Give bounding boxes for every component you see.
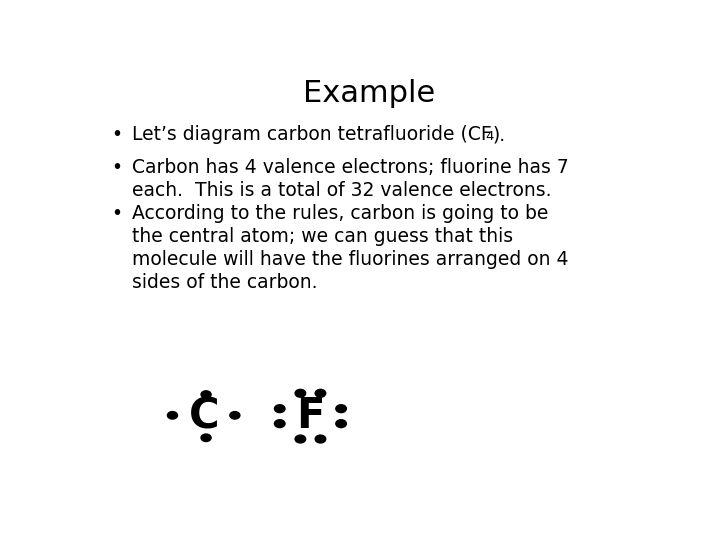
Text: C: C — [189, 395, 220, 437]
Circle shape — [295, 389, 305, 397]
Text: •: • — [111, 204, 122, 223]
Text: Let’s diagram carbon tetrafluoride (CF: Let’s diagram carbon tetrafluoride (CF — [132, 125, 492, 144]
Circle shape — [336, 420, 346, 428]
Circle shape — [295, 435, 305, 443]
Circle shape — [274, 405, 285, 413]
Text: ).: ). — [493, 125, 506, 144]
Circle shape — [315, 435, 325, 443]
Circle shape — [230, 411, 240, 419]
Text: F: F — [296, 395, 325, 437]
Text: molecule will have the fluorines arranged on 4: molecule will have the fluorines arrange… — [132, 250, 568, 269]
Circle shape — [336, 405, 346, 413]
Text: Carbon has 4 valence electrons; fluorine has 7: Carbon has 4 valence electrons; fluorine… — [132, 158, 569, 177]
Text: each.  This is a total of 32 valence electrons.: each. This is a total of 32 valence elec… — [132, 181, 552, 200]
Text: Example: Example — [303, 79, 435, 109]
Circle shape — [168, 411, 178, 419]
Circle shape — [274, 420, 285, 428]
Text: •: • — [111, 125, 122, 144]
Text: •: • — [111, 158, 122, 177]
Text: 4: 4 — [485, 131, 494, 144]
Text: the central atom; we can guess that this: the central atom; we can guess that this — [132, 227, 513, 246]
Circle shape — [201, 434, 211, 442]
Text: sides of the carbon.: sides of the carbon. — [132, 273, 318, 292]
Text: According to the rules, carbon is going to be: According to the rules, carbon is going … — [132, 204, 548, 223]
Circle shape — [201, 391, 211, 399]
Circle shape — [315, 389, 325, 397]
